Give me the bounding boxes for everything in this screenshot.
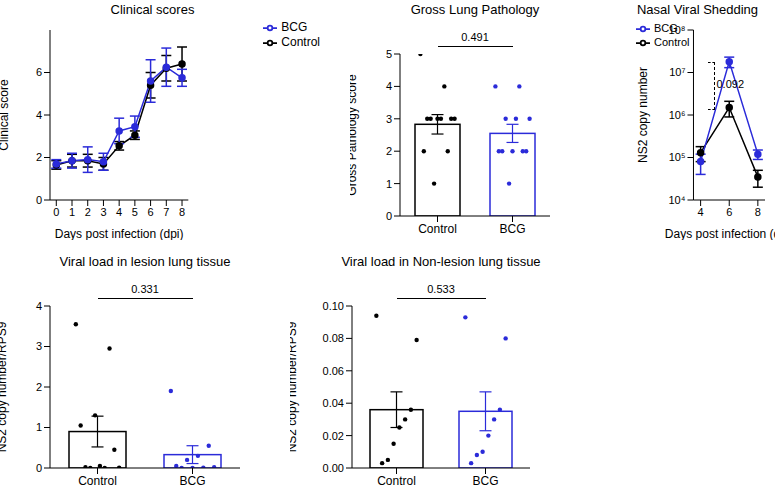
svg-text:BCG: BCG [472,474,498,488]
svg-text:Control: Control [377,474,416,488]
svg-text:4: 4 [116,206,122,218]
svg-text:1: 1 [36,421,42,433]
svg-text:2: 2 [386,145,392,157]
svg-text:3: 3 [100,206,106,218]
svg-text:Control: Control [78,474,117,488]
svg-text:2: 2 [36,151,42,163]
svg-text:6: 6 [726,206,732,218]
svg-text:0.06: 0.06 [323,365,344,377]
svg-text:6: 6 [36,66,42,78]
svg-text:0: 0 [36,194,42,206]
svg-text:BCG: BCG [179,474,205,488]
svg-text:1: 1 [69,206,75,218]
svg-text:10⁴: 10⁴ [669,194,686,206]
svg-text:0.08: 0.08 [323,332,344,344]
svg-text:6: 6 [148,206,154,218]
svg-text:NS2 copy number/RPS9: NS2 copy number/RPS9 [290,321,299,452]
svg-text:0: 0 [36,462,42,474]
svg-text:NS2 copy number/RPS9: NS2 copy number/RPS9 [8,321,9,452]
svg-text:3: 3 [386,113,392,125]
svg-text:Days post infection (dpi): Days post infection (dpi) [665,227,769,240]
svg-text:0: 0 [386,210,392,222]
svg-text:7: 7 [163,206,169,218]
svg-text:4: 4 [386,80,392,92]
svg-text:10⁷: 10⁷ [669,66,685,78]
svg-text:0.00: 0.00 [323,462,344,474]
svg-text:Control: Control [418,222,457,236]
svg-text:0.02: 0.02 [323,430,344,442]
svg-text:2: 2 [85,206,91,218]
svg-text:Clinical score: Clinical score [8,79,11,151]
svg-text:10⁵: 10⁵ [669,151,686,163]
svg-text:BCG: BCG [499,222,525,236]
svg-text:0.10: 0.10 [323,300,344,312]
svg-text:1: 1 [386,178,392,190]
svg-text:8: 8 [755,206,761,218]
svg-text:Gross Pathology score: Gross Pathology score [350,74,359,196]
svg-text:3: 3 [36,340,42,352]
svg-text:4: 4 [36,109,42,121]
svg-text:5: 5 [132,206,138,218]
svg-text:10⁸: 10⁸ [669,24,686,36]
svg-text:5: 5 [386,48,392,60]
svg-text:Days post infection (dpi): Days post infection (dpi) [55,227,184,240]
svg-text:0: 0 [53,206,59,218]
svg-text:10⁶: 10⁶ [669,109,686,121]
svg-text:NS2 copy number: NS2 copy number [636,67,650,163]
svg-text:4: 4 [36,300,42,312]
svg-text:2: 2 [36,381,42,393]
svg-text:4: 4 [698,206,704,218]
svg-text:8: 8 [179,206,185,218]
svg-text:0.04: 0.04 [323,397,344,409]
